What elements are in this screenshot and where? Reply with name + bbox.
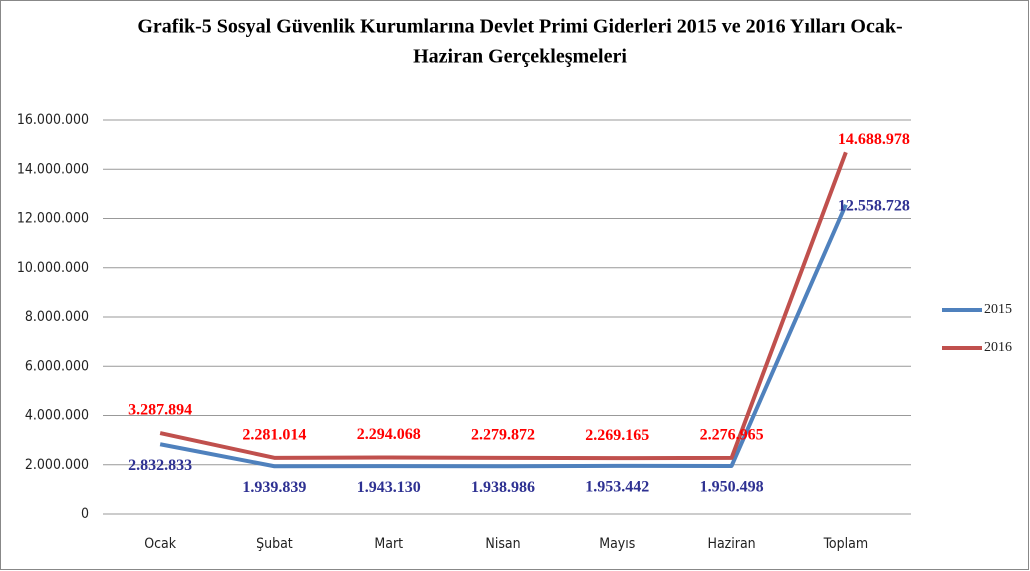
data-label: 1.943.130 (357, 479, 421, 496)
x-tick-label: Şubat (256, 536, 293, 552)
x-tick-label: Haziran (707, 536, 755, 552)
x-tick-label: Ocak (144, 536, 177, 552)
y-tick-label: 16.000.000 (17, 112, 89, 128)
y-tick-label: 0 (81, 506, 89, 522)
series-line (159, 203, 848, 469)
data-label: 1.939.839 (242, 479, 306, 496)
data-label: 2.294.068 (357, 426, 421, 443)
chart-title: Grafik-5 Sosyal Güvenlik Kurumlarına Dev… (137, 16, 902, 38)
y-tick-label: 6.000.000 (25, 358, 89, 374)
data-label: 14.688.978 (838, 131, 910, 148)
data-label: 2.279.872 (471, 427, 535, 444)
data-label: 1.938.986 (471, 479, 535, 496)
y-tick-label: 2.000.000 (25, 457, 89, 473)
data-label: 2.281.014 (242, 427, 306, 444)
data-label: 2.276.965 (700, 427, 764, 444)
data-label: 1.953.442 (585, 479, 649, 496)
x-tick-label: Toplam (823, 536, 869, 552)
data-label: 2.269.165 (585, 427, 649, 444)
data-label: 2.832.833 (128, 457, 192, 474)
chart-title: Haziran Gerçekleşmeleri (413, 46, 627, 68)
data-label: 1.950.498 (700, 479, 764, 496)
legend-label: 2015 (984, 302, 1012, 317)
data-label: 12.558.728 (838, 197, 910, 214)
y-tick-label: 10.000.000 (17, 260, 89, 276)
y-tick-label: 14.000.000 (17, 161, 89, 177)
series-line (159, 151, 848, 461)
y-tick-label: 8.000.000 (25, 309, 89, 325)
x-tick-label: Mart (374, 536, 403, 552)
y-tick-label: 4.000.000 (25, 408, 89, 424)
x-tick-label: Mayıs (599, 536, 635, 552)
data-label: 3.287.894 (128, 402, 192, 419)
x-tick-label: Nisan (485, 536, 520, 552)
legend-label: 2016 (984, 340, 1012, 355)
y-tick-label: 12.000.000 (17, 211, 89, 227)
